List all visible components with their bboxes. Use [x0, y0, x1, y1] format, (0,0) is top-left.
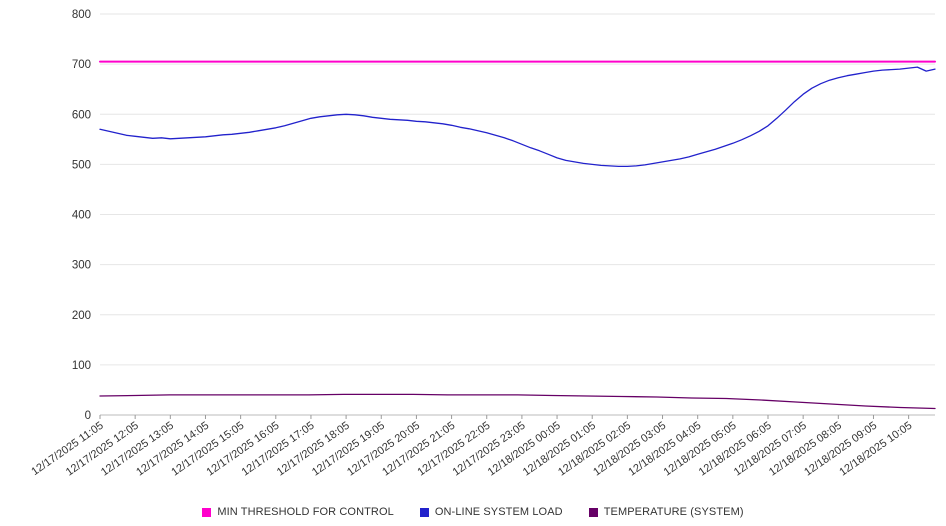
legend-item-system-load: ON-LINE SYSTEM LOAD [419, 506, 563, 518]
y-axis-tick-label: 0 [85, 410, 91, 422]
legend-label: MIN THRESHOLD FOR CONTROL [217, 506, 394, 518]
y-axis-tick-label: 800 [72, 9, 91, 21]
series-line-temperature-system [99, 393, 936, 410]
y-axis-tick-label: 300 [72, 260, 91, 272]
legend-swatch-icon [202, 507, 212, 517]
chart-legend: MIN THRESHOLD FOR CONTROL ON-LINE SYSTEM… [0, 506, 946, 518]
y-axis-tick-label: 700 [72, 59, 91, 71]
legend-swatch-icon [588, 507, 598, 517]
y-axis-tick-label: 600 [72, 109, 91, 121]
y-axis-tick-label: 200 [72, 310, 91, 322]
y-axis-tick-label: 100 [72, 360, 91, 372]
legend-item-temperature: TEMPERATURE (SYSTEM) [588, 506, 744, 518]
legend-label: TEMPERATURE (SYSTEM) [603, 506, 744, 518]
series-line-on-line-system-load [99, 66, 936, 168]
legend-label: ON-LINE SYSTEM LOAD [434, 506, 563, 518]
legend-item-min-threshold: MIN THRESHOLD FOR CONTROL [202, 506, 394, 518]
y-axis-tick-label: 500 [72, 159, 91, 171]
legend-swatch-icon [419, 507, 429, 517]
y-axis-tick-label: 400 [72, 210, 91, 222]
